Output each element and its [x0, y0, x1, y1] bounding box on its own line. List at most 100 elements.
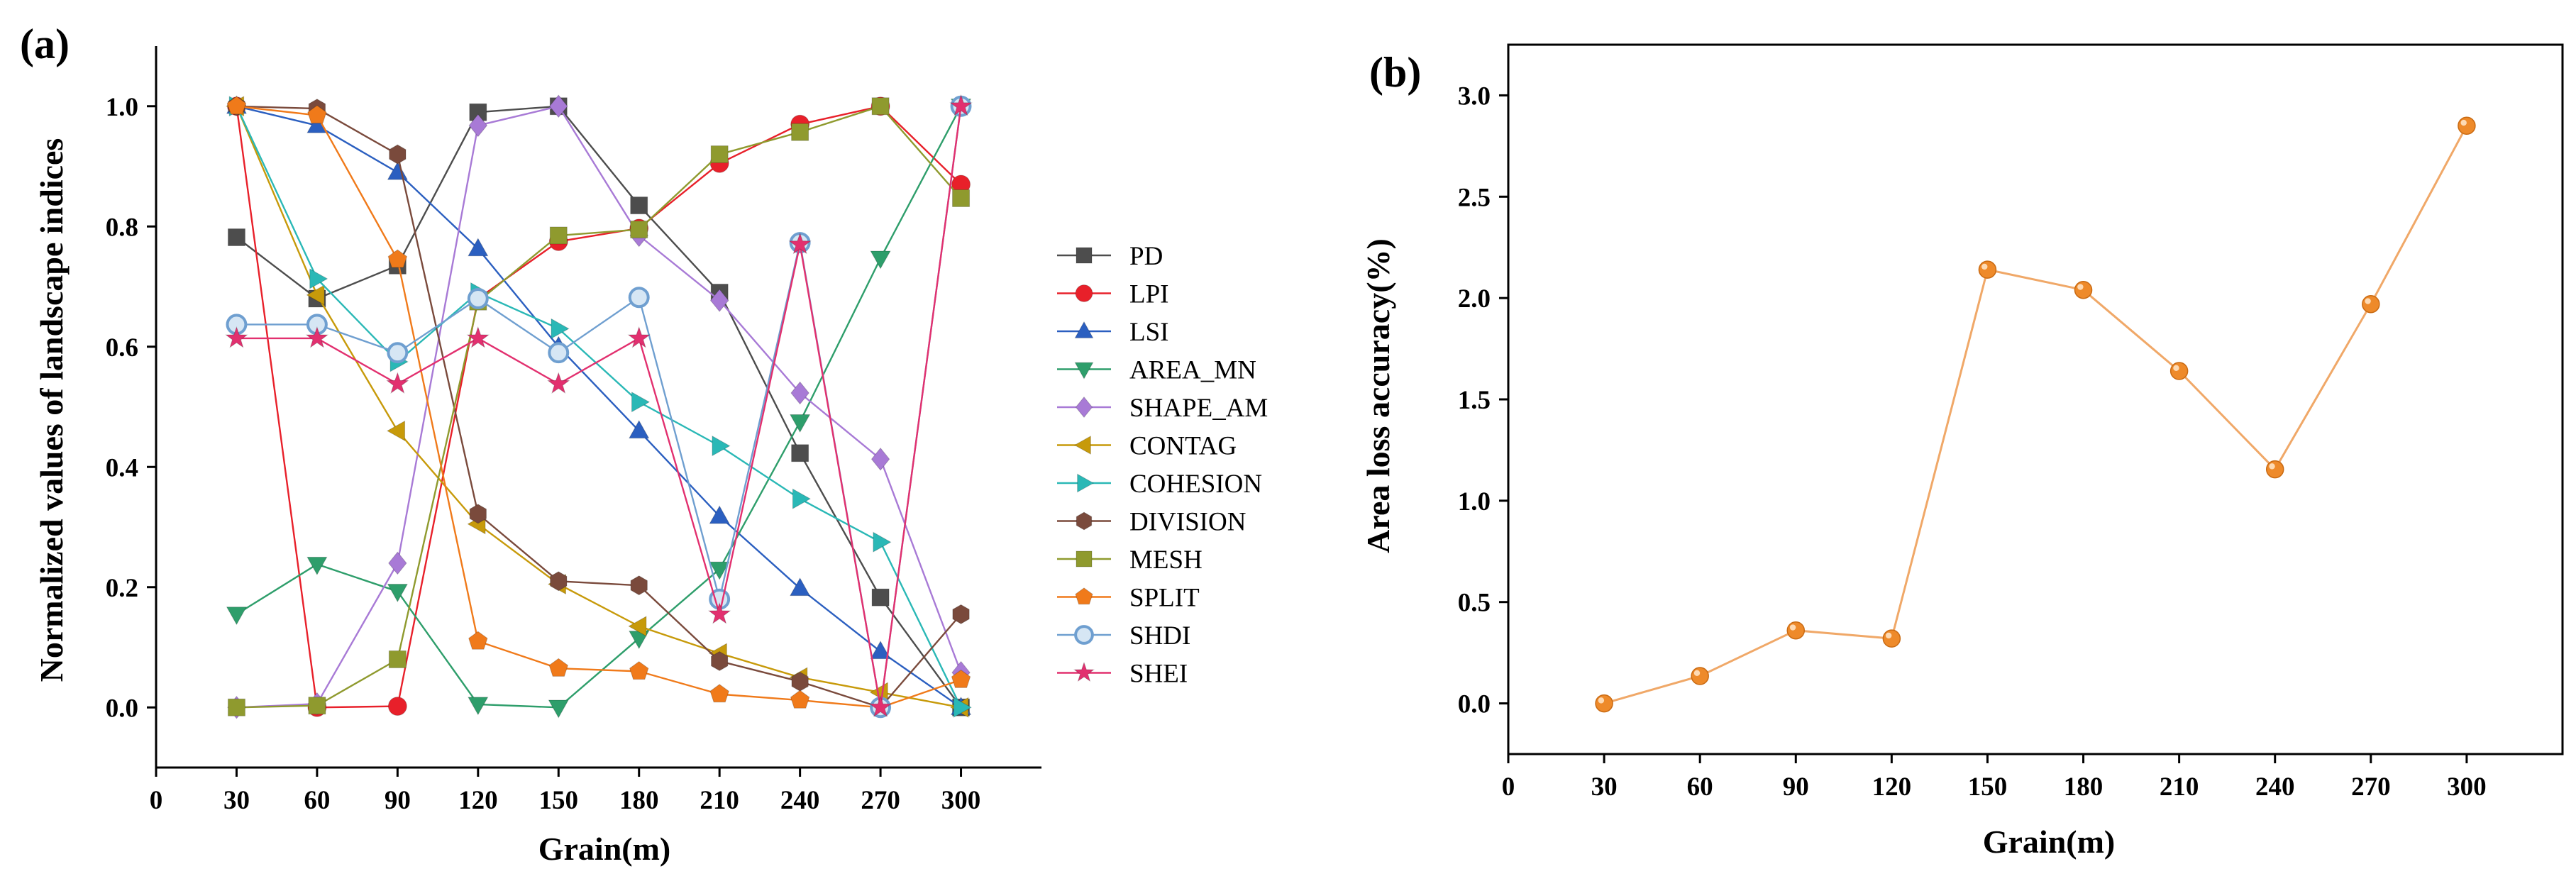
- series-line-lsi: [236, 105, 962, 709]
- series-line-pd: [236, 105, 962, 709]
- data-point-pd: [871, 588, 890, 607]
- data-point-mesh: [388, 650, 407, 668]
- data-point-lsi: [468, 238, 489, 257]
- data-point-pd: [791, 444, 809, 463]
- data-point-split: [468, 631, 488, 650]
- data-point-shei: [225, 326, 248, 348]
- series-line-shei: [236, 106, 962, 708]
- panel-b-x-tick-label: 270: [2351, 773, 2391, 802]
- panel-b-label: (b): [1369, 49, 1421, 96]
- legend-marker: [1073, 435, 1091, 455]
- data-point-shape-am: [468, 113, 488, 138]
- data-point-shei: [546, 372, 570, 394]
- data-point-area-loss-accuracy: [1595, 694, 1613, 713]
- legend-label: SPLIT: [1129, 584, 1200, 613]
- data-point-cohesion: [631, 392, 651, 413]
- panel-a-plot: 0 30 60 90 120 150 180 210 240 270 300 0.0 0.2 0.4 0.6…: [106, 46, 1041, 815]
- legend-marker: [1075, 284, 1093, 302]
- legend-label: LPI: [1129, 280, 1169, 309]
- legend-marker: [1076, 550, 1093, 567]
- data-point-area-mn: [306, 556, 328, 575]
- data-point-lsi: [709, 505, 730, 524]
- data-point-shei: [707, 602, 731, 624]
- data-point-pd: [630, 196, 648, 215]
- series-line-cohesion: [236, 106, 962, 708]
- data-point-split: [307, 105, 327, 124]
- legend-label: AREA_MN: [1129, 356, 1256, 385]
- data-point-lsi: [629, 419, 650, 439]
- data-point-split: [951, 669, 971, 688]
- panel-b-x-tick-label: 60: [1687, 773, 1713, 802]
- data-point-shei: [868, 695, 892, 718]
- legend-item-division: DIVISION: [1057, 508, 1246, 537]
- panel-a: (a) 0 30 60 90 120 150 180 210 240 270 300 0.0 0.2 0.…: [20, 21, 1268, 867]
- data-point-shdi: [628, 287, 650, 309]
- series-line-area-mn: [236, 106, 962, 709]
- panel-b-y-tick-label: 2.5: [1458, 183, 1491, 212]
- panel-a-y-tick-label: 0.4: [106, 453, 138, 482]
- data-point-area-loss-accuracy: [2074, 280, 2093, 299]
- data-point-division: [952, 604, 970, 624]
- legend-item-shape-am: SHAPE_AM: [1057, 394, 1268, 423]
- series-lsi: [226, 95, 972, 715]
- series-area-loss-accuracy: [1595, 116, 2476, 713]
- data-point-cohesion: [953, 697, 972, 718]
- data-point-split: [629, 660, 649, 680]
- data-point-shei: [627, 326, 651, 348]
- legend-item-split: SPLIT: [1057, 584, 1200, 613]
- legend-marker: [1073, 661, 1095, 682]
- series-pd: [227, 97, 971, 716]
- series-mesh: [227, 97, 971, 716]
- data-point-mesh: [952, 189, 971, 207]
- series-contag: [226, 96, 969, 718]
- data-point-cohesion: [873, 531, 892, 553]
- data-point-cohesion: [551, 318, 570, 339]
- series-line-split: [236, 105, 961, 709]
- legend-label: CONTAG: [1129, 432, 1237, 461]
- data-point-area-loss-accuracy: [2362, 294, 2380, 314]
- legend-label: DIVISION: [1129, 508, 1246, 537]
- data-point-shape-am: [870, 447, 890, 471]
- data-point-split: [709, 684, 729, 703]
- series-shdi: [226, 95, 972, 719]
- panel-b-x-tick-label: 150: [1968, 773, 2008, 802]
- legend-marker: [1075, 396, 1093, 419]
- data-point-contag: [386, 420, 406, 442]
- legend-item-shdi: SHDI: [1057, 621, 1190, 650]
- data-point-cohesion: [309, 268, 328, 289]
- legend-item-pd: PD: [1057, 242, 1163, 271]
- data-point-shape-am: [549, 94, 568, 118]
- panel-a-x-tick-label: 150: [539, 786, 579, 815]
- series-line-shape-am: [236, 105, 962, 709]
- panel-a-y-tick-label: 0.0: [106, 694, 138, 723]
- data-point-lsi: [870, 641, 891, 660]
- panel-a-x-tick-label: 240: [780, 786, 820, 815]
- legend-label: LSI: [1129, 318, 1169, 347]
- data-point-shei: [788, 232, 812, 255]
- panel-a-x-tick-label: 210: [700, 786, 739, 815]
- data-point-mesh: [630, 220, 648, 238]
- legend-label: COHESION: [1129, 470, 1262, 499]
- data-point-shei: [949, 94, 973, 116]
- panel-b-x-tick-label: 180: [2064, 773, 2104, 802]
- series-line-area-loss-accuracy: [1603, 125, 2468, 705]
- data-point-shdi: [387, 342, 409, 364]
- legend-item-shei: SHEI: [1057, 660, 1188, 689]
- panel-a-x-tick-label: 270: [861, 786, 900, 815]
- data-point-lsi: [789, 577, 811, 597]
- data-point-shape-am: [709, 289, 729, 312]
- data-point-area-mn: [789, 414, 811, 433]
- legend-label: SHDI: [1129, 621, 1190, 650]
- series-line-shdi: [236, 106, 962, 708]
- data-point-shei: [305, 326, 329, 348]
- panel-a-y-tick-label: 0.8: [106, 213, 138, 242]
- panel-a-label: (a): [20, 21, 70, 67]
- data-point-division: [550, 571, 568, 592]
- data-point-mesh: [710, 145, 729, 164]
- panel-a-x-tick-label: 120: [458, 786, 498, 815]
- panel-b-y-tick-label: 0.0: [1458, 690, 1491, 719]
- series-cohesion: [228, 96, 972, 718]
- data-point-area-loss-accuracy: [1882, 629, 1901, 648]
